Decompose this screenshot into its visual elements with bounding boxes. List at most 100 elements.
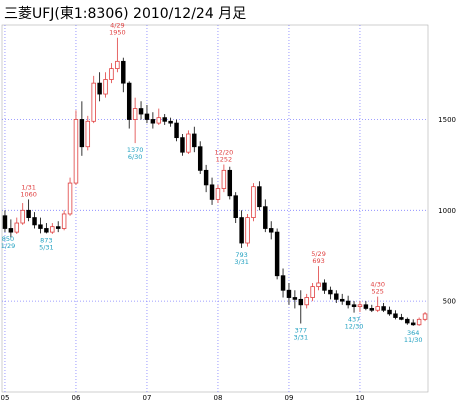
x-tick-label: 08: [213, 394, 222, 402]
candle-body: [8, 228, 14, 233]
candle-body: [115, 60, 120, 70]
candle-body: [121, 60, 126, 84]
high-date-label: 5/29: [311, 250, 326, 258]
low-date-label: 1/29: [1, 242, 16, 250]
candle-body: [138, 108, 144, 115]
high-value-label: 1950: [109, 29, 126, 37]
candle-body: [55, 226, 61, 229]
candle-body: [345, 300, 351, 306]
candle-body: [14, 222, 20, 233]
low-date-label: 5/31: [39, 243, 54, 251]
x-tick-label: 07: [142, 394, 151, 402]
candle-body: [221, 169, 227, 189]
candle-body: [186, 133, 191, 153]
candle-body: [316, 282, 321, 288]
candle-body: [32, 217, 37, 226]
candle-body: [339, 298, 345, 302]
candle-body: [215, 188, 221, 200]
low-date-label: 11/30: [404, 336, 423, 344]
candle-body: [50, 226, 55, 233]
candle-body: [44, 228, 49, 233]
candle-body: [381, 306, 386, 311]
candle-body: [422, 313, 428, 320]
candle-body: [227, 169, 233, 197]
candle-body: [334, 293, 339, 300]
low-value-label: 793: [235, 251, 247, 259]
candle-body: [363, 304, 369, 309]
y-tick-label: 500: [443, 298, 456, 306]
candle-body: [351, 304, 357, 308]
candle-body: [263, 206, 268, 229]
candle-body: [209, 184, 215, 200]
high-date-label: 1/31: [21, 183, 36, 191]
candle-body: [416, 318, 422, 326]
candle-body: [357, 304, 363, 308]
candle-body: [180, 137, 185, 153]
high-date-label: 12/20: [215, 149, 234, 157]
candle-body: [292, 297, 298, 300]
candle-body: [239, 217, 244, 244]
candle-body: [97, 82, 102, 95]
candle-body: [144, 113, 150, 120]
candle-body: [91, 82, 96, 122]
candle-body: [251, 186, 256, 218]
candle-body: [310, 286, 315, 298]
x-tick-label: 10: [355, 394, 364, 402]
candle-body: [298, 298, 304, 306]
page-title: 三菱UFJ(東1:8306) 2010/12/24 月足: [4, 6, 247, 22]
candle-body: [132, 108, 138, 120]
candle-body: [393, 313, 398, 318]
candle-body: [328, 289, 333, 295]
candle-body: [233, 195, 238, 218]
low-date-label: 12/30: [345, 323, 364, 331]
candle-body: [399, 317, 404, 320]
candle-body: [257, 186, 262, 208]
low-value-label: 364: [407, 329, 419, 337]
candle-body: [387, 309, 392, 315]
x-tick-label: 05: [0, 394, 9, 402]
candle-body: [2, 215, 8, 229]
candle-body: [322, 282, 327, 291]
candle-body: [192, 133, 197, 148]
candle-body: [38, 224, 43, 229]
low-value-label: 1370: [127, 146, 144, 154]
low-value-label: 437: [348, 316, 360, 324]
candle-body: [245, 217, 250, 244]
low-value-label: 377: [295, 327, 307, 335]
candle-body: [126, 82, 132, 120]
y-tick-label: 1000: [438, 207, 456, 215]
candle-body: [304, 297, 309, 306]
candle-body: [274, 231, 280, 277]
candle-body: [203, 169, 209, 186]
candle-body: [410, 322, 416, 326]
candle-body: [280, 275, 286, 291]
high-date-label: 4/29: [110, 22, 125, 30]
low-value-label: 873: [40, 236, 52, 244]
candle-body: [369, 308, 375, 311]
high-value-label: 1060: [20, 190, 37, 198]
candle-body: [268, 228, 274, 233]
y-tick-label: 1500: [438, 116, 456, 124]
candle-body: [156, 117, 162, 124]
x-tick-label: 09: [284, 394, 293, 402]
plot-area: [1, 24, 429, 393]
candle-body: [405, 318, 410, 324]
candle-body: [26, 209, 31, 218]
candle-body: [168, 120, 173, 124]
candle-body: [174, 122, 179, 139]
high-value-label: 693: [312, 257, 324, 265]
low-date-label: 3/31: [234, 258, 249, 266]
candle-body: [162, 117, 167, 122]
candle-body: [67, 182, 73, 215]
candle-body: [20, 209, 25, 224]
candle-body: [150, 119, 156, 124]
high-value-label: 1252: [216, 156, 233, 164]
candle-body: [79, 119, 85, 148]
low-date-label: 6/30: [128, 153, 143, 161]
candle-body: [109, 68, 114, 80]
x-tick-label: 06: [71, 394, 80, 402]
candle-body: [197, 146, 203, 171]
high-value-label: 525: [371, 288, 383, 296]
high-date-label: 4/30: [370, 281, 385, 289]
